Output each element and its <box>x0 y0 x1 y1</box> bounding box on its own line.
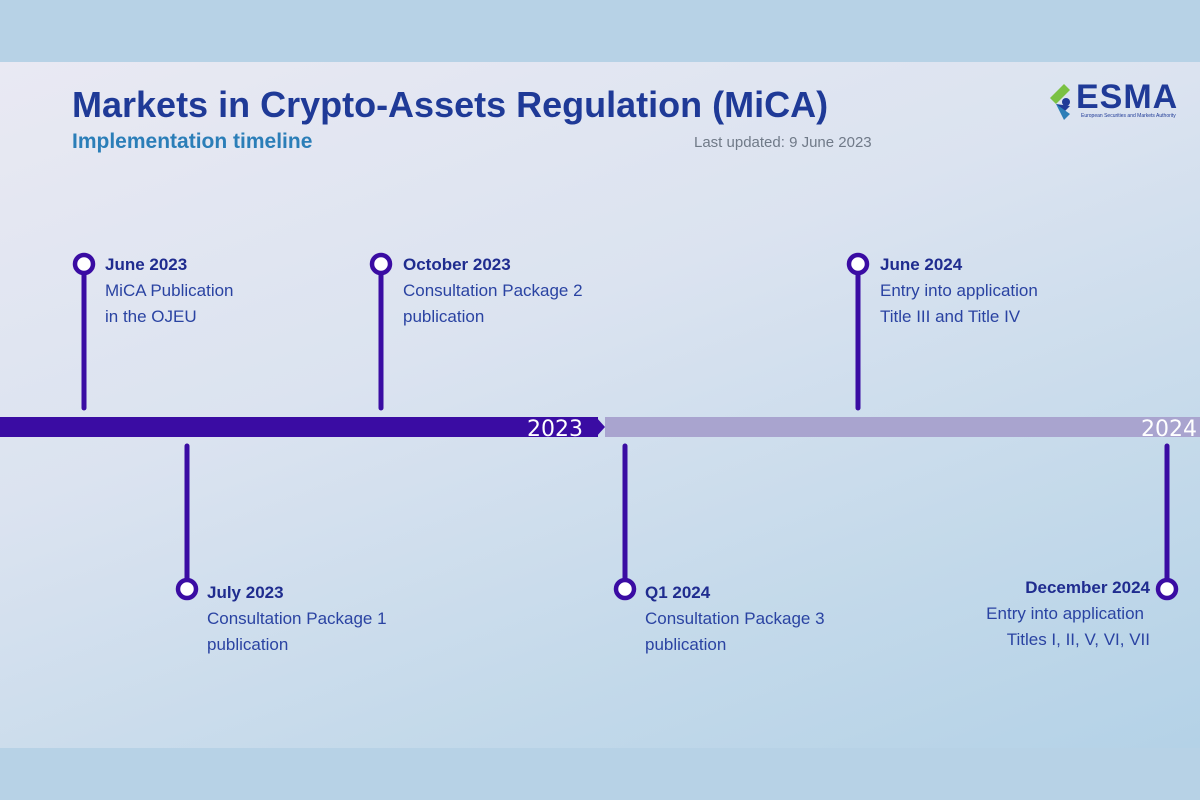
timeline-bar-2023 <box>0 417 598 437</box>
event-date: December 2024 <box>1025 578 1150 597</box>
event-q1-2024: Q1 2024 Consultation Package 3 publicati… <box>645 580 825 658</box>
page-subtitle: Implementation timeline <box>72 130 313 153</box>
content-panel <box>0 62 1200 748</box>
marker-circle-june-2023 <box>72 252 96 276</box>
event-desc-line2: Titles I, II, V, VI, VII <box>1006 630 1150 649</box>
event-october-2023: October 2023 Consultation Package 2 publ… <box>403 252 583 330</box>
event-desc-line2: publication <box>207 635 289 654</box>
timeline-arrow-2023 <box>596 417 605 437</box>
event-desc-line1: Consultation Package 2 <box>403 281 583 300</box>
event-desc-line2: publication <box>403 307 485 326</box>
timeline-bar-2024 <box>605 417 1200 437</box>
event-desc-line1: Entry into application <box>880 281 1038 300</box>
event-date: June 2024 <box>880 255 963 274</box>
event-june-2024: June 2024 Entry into application Title I… <box>880 252 1038 330</box>
last-updated-text: Last updated: 9 June 2023 <box>694 134 872 151</box>
event-date: July 2023 <box>207 583 284 602</box>
page-title: Markets in Crypto-Assets Regulation (MiC… <box>72 84 829 125</box>
event-desc-line1: Consultation Package 3 <box>645 609 825 628</box>
event-desc-line1: MiCA Publication <box>105 281 234 300</box>
event-desc-line2: in the OJEU <box>105 307 197 326</box>
logo-text: ESMA <box>1076 78 1179 116</box>
marker-circle-q1-2024 <box>613 577 637 601</box>
event-date: October 2023 <box>403 255 511 274</box>
marker-circle-december-2024 <box>1155 577 1179 601</box>
esma-emblem-icon <box>1050 84 1070 120</box>
year-label-2023: 2023 <box>527 417 583 442</box>
event-desc-line2: Title III and Title IV <box>880 307 1021 326</box>
event-july-2023: July 2023 Consultation Package 1 publica… <box>207 580 387 658</box>
event-december-2024: December 2024 Entry into application Tit… <box>930 575 1150 653</box>
event-desc-line1: Consultation Package 1 <box>207 609 387 628</box>
event-date: June 2023 <box>105 255 188 274</box>
esma-logo: ESMA European Securities and Markets Aut… <box>1040 78 1196 130</box>
year-label-2024: 2024 <box>1141 417 1197 442</box>
event-june-2023: June 2023 MiCA Publication in the OJEU <box>105 252 234 330</box>
event-desc-line2: publication <box>645 635 727 654</box>
marker-circle-june-2024 <box>846 252 870 276</box>
logo-tagline: European Securities and Markets Authorit… <box>1081 113 1176 119</box>
event-date: Q1 2024 <box>645 583 711 602</box>
marker-circle-july-2023 <box>175 577 199 601</box>
event-desc-line1: Entry into application <box>986 604 1144 623</box>
marker-circle-october-2023 <box>369 252 393 276</box>
